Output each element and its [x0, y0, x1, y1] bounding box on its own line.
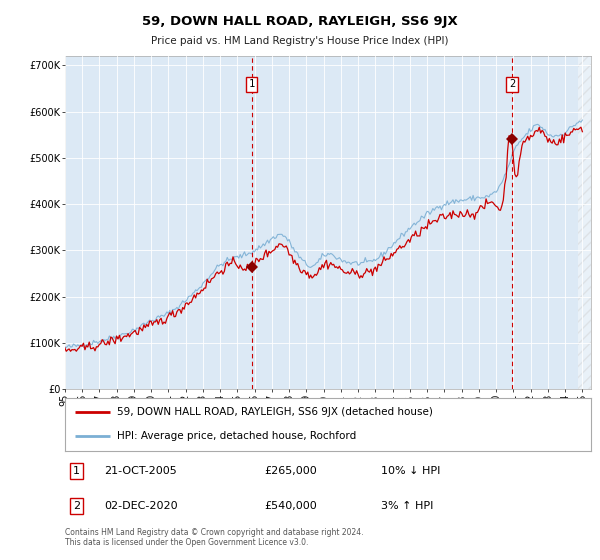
- Text: 2: 2: [509, 80, 515, 90]
- Text: 10% ↓ HPI: 10% ↓ HPI: [380, 466, 440, 476]
- Text: £540,000: £540,000: [265, 501, 317, 511]
- Text: 1: 1: [73, 466, 80, 476]
- Text: 1: 1: [248, 80, 255, 90]
- Text: £265,000: £265,000: [265, 466, 317, 476]
- Text: 59, DOWN HALL ROAD, RAYLEIGH, SS6 9JX (detached house): 59, DOWN HALL ROAD, RAYLEIGH, SS6 9JX (d…: [118, 407, 433, 417]
- Text: 21-OCT-2005: 21-OCT-2005: [104, 466, 177, 476]
- Text: 3% ↑ HPI: 3% ↑ HPI: [380, 501, 433, 511]
- Text: Contains HM Land Registry data © Crown copyright and database right 2024.
This d: Contains HM Land Registry data © Crown c…: [65, 528, 364, 547]
- Bar: [578, 56, 591, 389]
- Text: 59, DOWN HALL ROAD, RAYLEIGH, SS6 9JX: 59, DOWN HALL ROAD, RAYLEIGH, SS6 9JX: [142, 15, 458, 28]
- Text: 02-DEC-2020: 02-DEC-2020: [104, 501, 178, 511]
- Text: 2: 2: [73, 501, 80, 511]
- Text: Price paid vs. HM Land Registry's House Price Index (HPI): Price paid vs. HM Land Registry's House …: [151, 36, 449, 46]
- Text: HPI: Average price, detached house, Rochford: HPI: Average price, detached house, Roch…: [118, 431, 356, 441]
